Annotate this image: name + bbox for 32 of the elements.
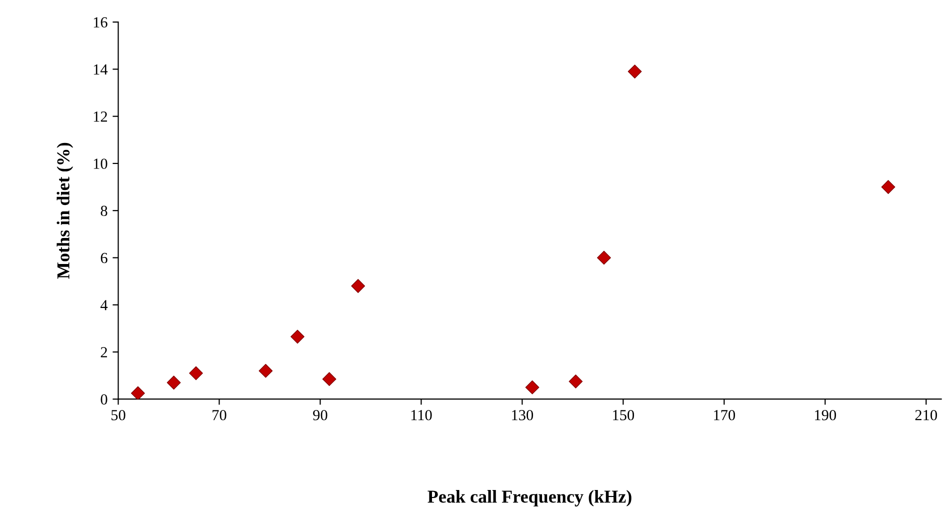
y-tick-label: 2 (100, 347, 107, 358)
x-tick-label: 150 (613, 410, 634, 420)
y-tick-label: 16 (94, 17, 108, 28)
y-tick-label: 0 (100, 394, 108, 405)
y-tick-label: 12 (94, 112, 107, 122)
x-axis-title: Peak call Frequency (kHz) (428, 490, 632, 506)
x-tick-label: 190 (815, 410, 836, 420)
x-tick-label: 130 (512, 410, 534, 420)
x-tick-label: 70 (212, 410, 226, 420)
point (628, 64, 642, 78)
point (322, 372, 336, 386)
x-tick-label: 90 (313, 410, 328, 420)
x-tick-label: 110 (411, 410, 432, 420)
point (189, 366, 203, 380)
point (131, 386, 145, 400)
point (290, 330, 304, 344)
y-axis-title: Moths in diet (%) (56, 142, 74, 279)
x-tick-label: 170 (714, 410, 736, 420)
y-tick-label: 8 (100, 206, 108, 216)
point (881, 180, 896, 194)
point (258, 364, 273, 378)
y-tick-label: 10 (94, 158, 108, 169)
point (351, 279, 366, 293)
point (568, 374, 583, 388)
y-tick-label: 4 (100, 300, 108, 310)
point (166, 376, 181, 390)
x-tick-label: 210 (915, 410, 937, 420)
x-tick-label: 50 (112, 410, 126, 420)
point (525, 380, 540, 394)
y-tick-label: 6 (100, 252, 108, 264)
y-tick-label: 14 (94, 64, 108, 74)
point (597, 250, 611, 265)
